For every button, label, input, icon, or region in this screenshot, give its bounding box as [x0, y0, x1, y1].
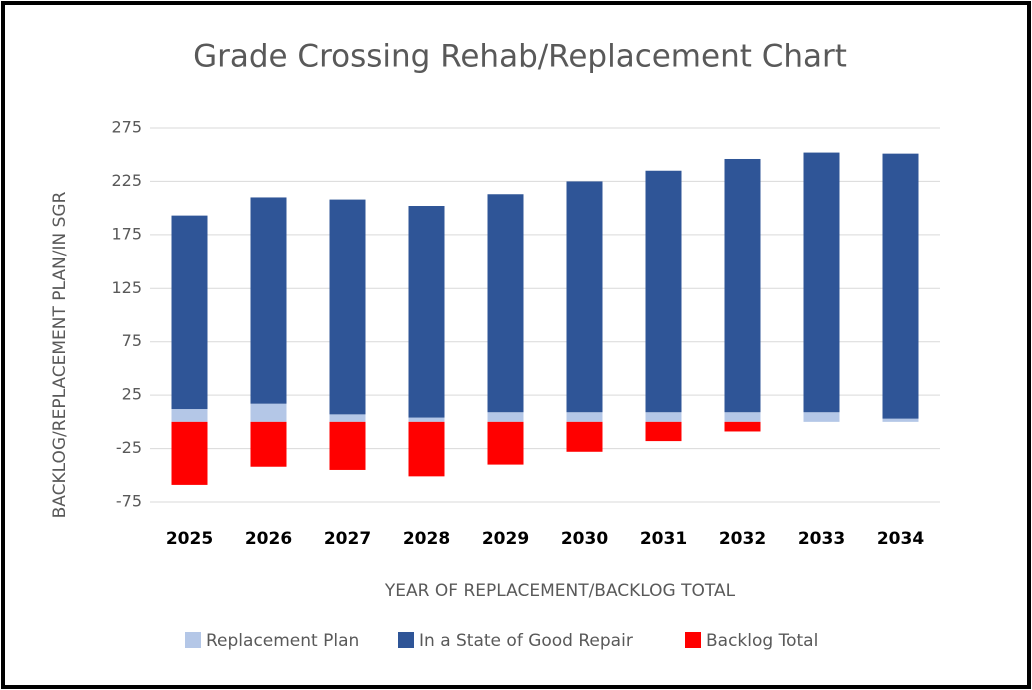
- bar-segment: [250, 197, 287, 404]
- bar-segment: [171, 421, 208, 485]
- x-tick-label: 2032: [719, 529, 766, 549]
- bar-segment: [250, 403, 287, 422]
- bar-segment: [566, 412, 603, 422]
- x-tick-label: 2030: [561, 529, 608, 549]
- x-tick-label: 2027: [324, 529, 371, 549]
- bar-segment: [566, 421, 603, 452]
- bar-segment: [329, 199, 366, 415]
- bar-segment: [329, 414, 366, 422]
- x-tick-label: 2026: [245, 529, 292, 549]
- y-tick-label: 225: [111, 171, 142, 190]
- x-tick-label: 2033: [798, 529, 845, 549]
- y-axis-title: BACKLOG/REPLACEMENT PLAN/IN SGR: [50, 191, 70, 518]
- bar-segment: [724, 158, 761, 413]
- bar-segment: [171, 409, 208, 422]
- bar-segment: [329, 421, 366, 470]
- x-tick-label: 2029: [482, 529, 529, 549]
- bar-segment: [803, 412, 840, 422]
- y-tick-label: 25: [122, 385, 142, 404]
- bar-segment: [566, 181, 603, 413]
- bar-segment: [408, 421, 445, 477]
- bar-segment: [645, 170, 682, 413]
- bar-segment: [645, 412, 682, 422]
- bar-segment: [487, 194, 524, 413]
- y-tick-label: 125: [111, 278, 142, 297]
- bar-segment: [171, 215, 208, 410]
- bar-segment: [487, 421, 524, 465]
- bar-segment: [645, 421, 682, 442]
- legend-label: Replacement Plan: [206, 631, 359, 651]
- x-axis-title: YEAR OF REPLACEMENT/BACKLOG TOTAL: [384, 581, 736, 601]
- x-tick-label: 2031: [640, 529, 687, 549]
- bar-segment: [724, 421, 761, 432]
- x-tick-label: 2034: [877, 529, 924, 549]
- y-tick-label: -75: [116, 492, 142, 511]
- legend-label: Backlog Total: [706, 631, 818, 651]
- x-tick-label: 2025: [166, 529, 213, 549]
- y-tick-label: 75: [122, 331, 142, 350]
- bar-segment: [882, 153, 919, 419]
- chart-title: Grade Crossing Rehab/Replacement Chart: [193, 39, 847, 75]
- bar-segment: [487, 412, 524, 422]
- bar-segment: [803, 152, 840, 413]
- legend-swatch: [185, 632, 201, 648]
- bar-segment: [250, 421, 287, 467]
- bar-segment: [882, 418, 919, 422]
- bar-segment: [724, 412, 761, 422]
- y-tick-label: 175: [111, 224, 142, 243]
- y-tick-label: 275: [111, 118, 142, 137]
- x-tick-label: 2028: [403, 529, 450, 549]
- bar-segment: [408, 206, 445, 418]
- legend-swatch: [398, 632, 414, 648]
- legend-label: In a State of Good Repair: [419, 631, 633, 651]
- y-tick-label: -25: [116, 438, 142, 457]
- bar-segment: [408, 417, 445, 422]
- legend-swatch: [685, 632, 701, 648]
